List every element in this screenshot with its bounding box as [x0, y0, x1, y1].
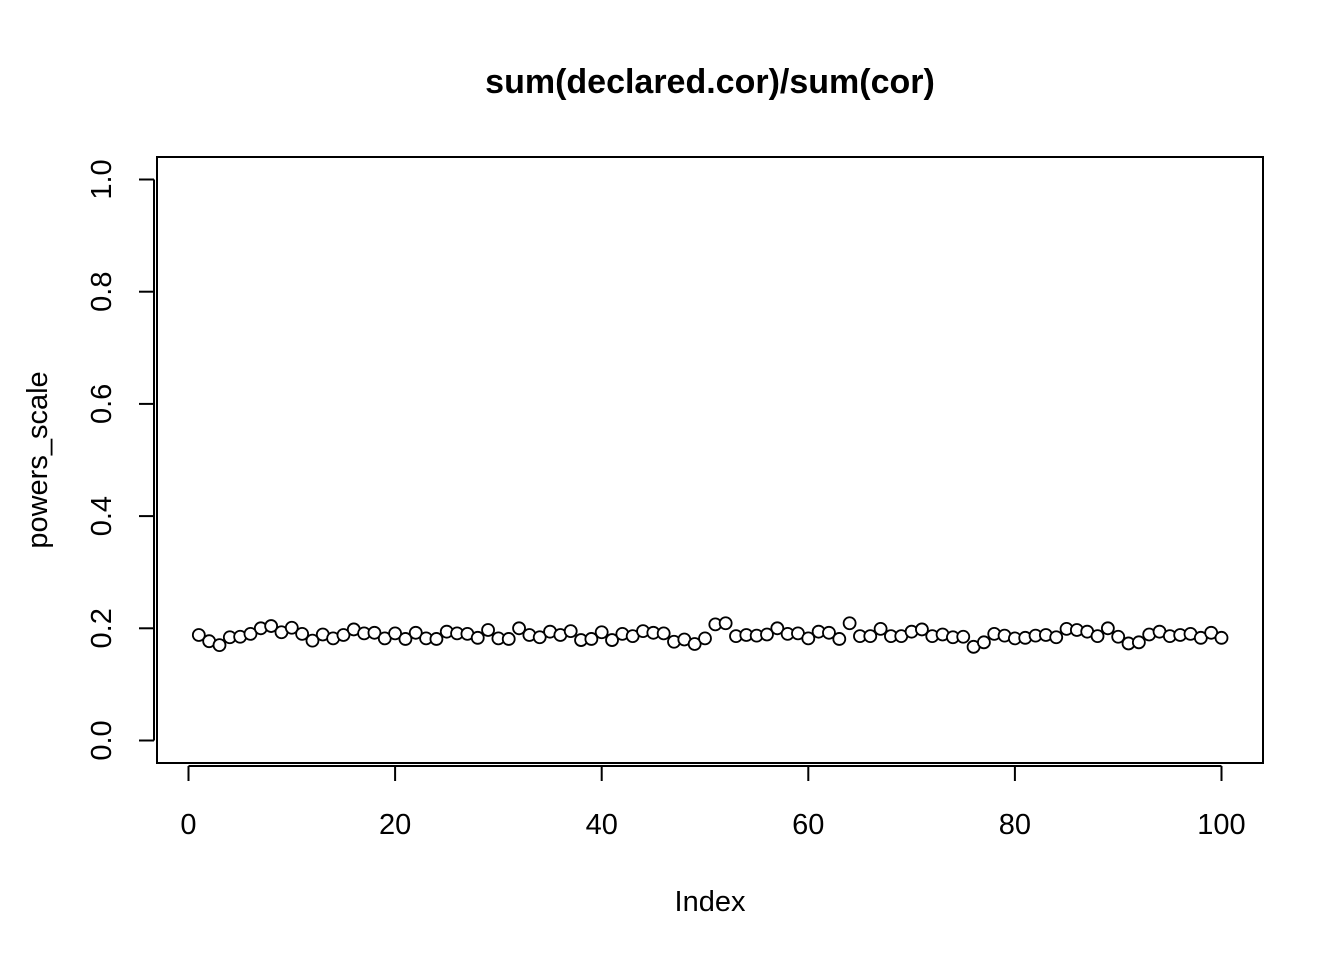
y-tick-label: 0.2 [86, 608, 118, 648]
y-tick-label: 0.4 [86, 496, 118, 536]
x-axis-label: Index [675, 886, 746, 918]
data-point [512, 621, 526, 636]
data-point [842, 616, 857, 631]
data-point [863, 629, 878, 644]
data-point [367, 625, 382, 640]
data-point [718, 616, 733, 631]
data-point [656, 626, 671, 641]
data-point [501, 632, 516, 646]
y-tick-label: 0.0 [86, 720, 118, 760]
data-point [264, 619, 279, 633]
data-point [977, 635, 991, 650]
data-point [822, 625, 836, 640]
data-point [584, 632, 599, 646]
data-point [770, 621, 785, 636]
y-tick-label: 0.8 [86, 272, 118, 312]
data-point [1131, 635, 1146, 650]
data-point [1214, 630, 1229, 645]
data-point [801, 631, 816, 646]
data-point [1049, 630, 1064, 645]
y-tick-label: 1.0 [86, 159, 118, 199]
x-tick-label: 100 [1197, 809, 1245, 841]
x-axis: 0 20 40 60 80 100 [180, 765, 1246, 841]
data-point [563, 624, 578, 639]
y-axis-label: powers_scale [22, 371, 54, 548]
data-point [481, 623, 495, 637]
data-point [305, 633, 320, 648]
data-point [336, 628, 351, 642]
data-point [284, 620, 299, 635]
x-tick-label: 0 [180, 809, 196, 841]
x-tick-label: 20 [379, 809, 411, 841]
data-point [1111, 629, 1126, 644]
data-point [191, 628, 206, 642]
chart-title: sum(declared.cor)/sum(cor) [485, 63, 935, 101]
data-point [594, 625, 609, 640]
x-tick-label: 60 [792, 809, 824, 841]
data-point [605, 633, 619, 647]
data-point [532, 630, 547, 645]
data-point [429, 632, 444, 646]
data-point [243, 627, 258, 641]
data-point [687, 637, 702, 651]
data-points [191, 616, 1229, 654]
data-point [956, 629, 971, 644]
data-point [915, 622, 929, 637]
x-tick-label: 80 [999, 809, 1031, 841]
data-point [873, 621, 888, 636]
plot-frame [156, 156, 1264, 764]
data-point [1100, 621, 1115, 636]
data-point [1090, 629, 1105, 644]
data-point [760, 627, 774, 642]
x-tick-label: 40 [586, 809, 618, 841]
data-point [388, 626, 403, 641]
data-point [295, 627, 310, 641]
data-point [408, 625, 423, 640]
data-point [398, 632, 413, 646]
data-point [832, 632, 847, 646]
data-point [212, 638, 227, 653]
y-tick-label: 0.6 [86, 384, 118, 424]
data-point [698, 631, 712, 646]
data-point [470, 630, 485, 645]
y-axis: 0.0 0.2 0.4 0.6 0.8 1.0 [86, 159, 155, 761]
